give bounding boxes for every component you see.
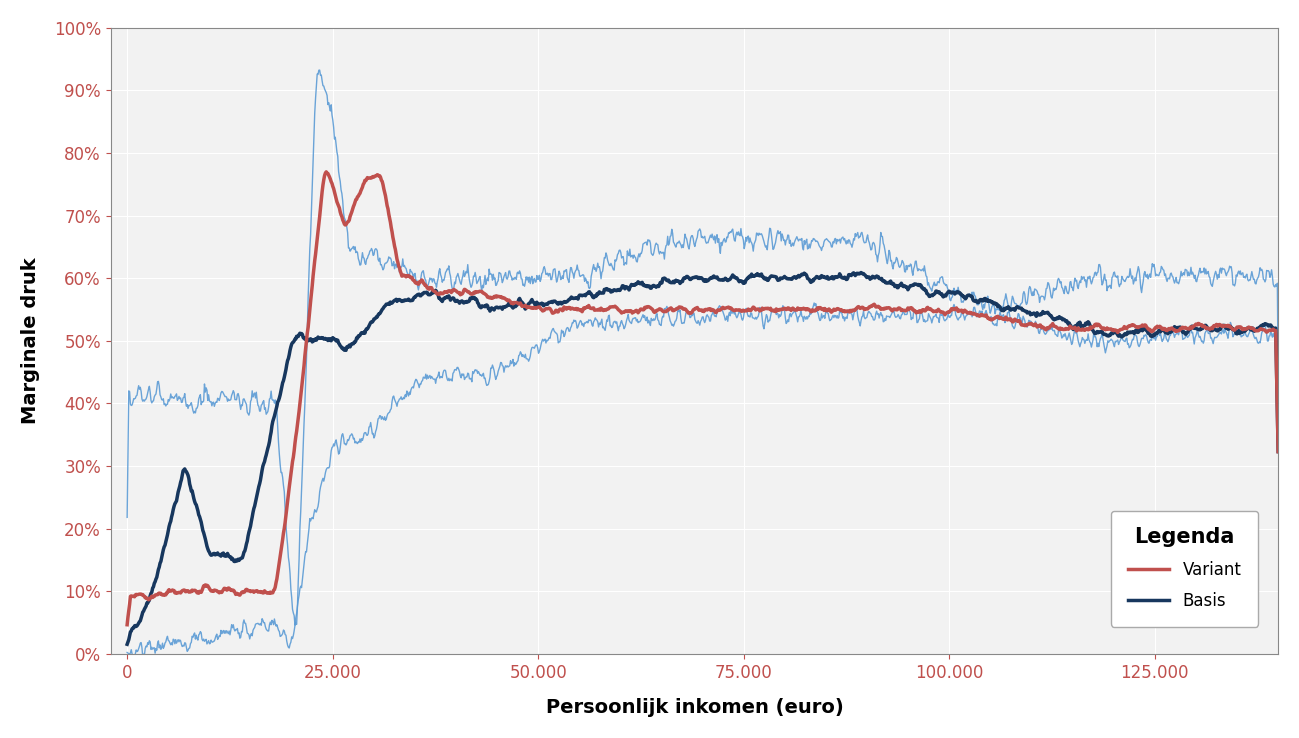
Line: Variant: Variant [127, 172, 1278, 625]
Basis [399, 296, 414, 305]
Variant [318, 168, 334, 176]
Basis [724, 273, 739, 282]
Basis [1053, 314, 1069, 323]
Y-axis label: Marginale druk: Marginale druk [21, 258, 40, 424]
Variant [1270, 447, 1286, 456]
Variant [1053, 324, 1069, 333]
Variant [1254, 325, 1269, 334]
Line: Basis: Basis [127, 272, 1278, 644]
X-axis label: Persoonlijk inkomen (euro): Persoonlijk inkomen (euro) [546, 698, 843, 717]
Basis [853, 268, 869, 277]
Legend: Variant, Basis: Variant, Basis [1111, 511, 1259, 627]
Basis [120, 640, 135, 649]
Variant [120, 621, 135, 630]
Basis [1254, 321, 1269, 330]
Variant [724, 305, 739, 314]
Basis [1270, 447, 1286, 456]
Variant [517, 301, 533, 310]
Variant [399, 271, 414, 280]
Basis [516, 300, 531, 309]
Basis [651, 282, 666, 291]
Variant [652, 304, 668, 313]
